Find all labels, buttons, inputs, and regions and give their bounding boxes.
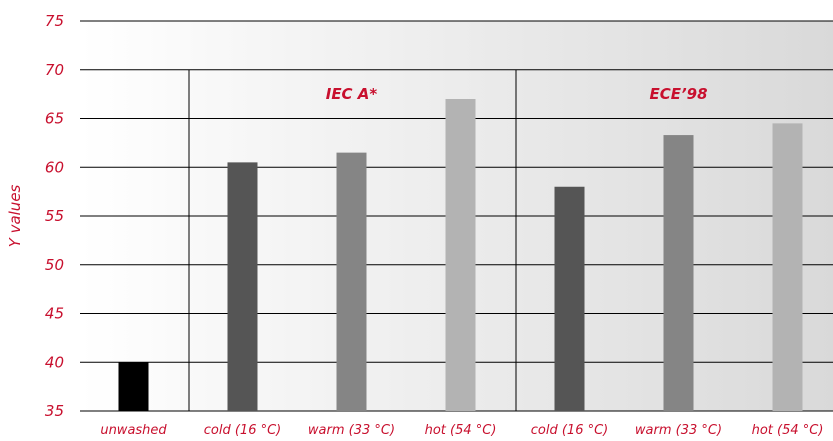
y-axis-title: Y values [6, 184, 24, 247]
y-tick-label: 35 [45, 402, 64, 420]
bar [118, 362, 149, 411]
y-tick-label: 65 [45, 110, 64, 128]
y-tick-label: 70 [45, 61, 64, 79]
category-label: hot (54 °C) [425, 423, 497, 438]
category-label: warm (33 °C) [635, 423, 722, 438]
group-label: IEC A* [326, 85, 378, 103]
bar [554, 186, 585, 411]
bar [336, 152, 367, 411]
group-separators [188, 69, 517, 411]
bar [445, 99, 476, 411]
group-labels: IEC A* ECE’98 [326, 85, 708, 103]
bar [227, 162, 258, 411]
y-tick-label: 50 [45, 256, 64, 274]
y-tick-labels: 35 40 45 50 55 60 65 70 75 [45, 12, 64, 420]
y-tick-label: 40 [45, 353, 64, 371]
category-label: hot (54 °C) [752, 423, 824, 438]
y-tick-label: 55 [45, 207, 64, 225]
bars [118, 99, 803, 411]
category-label: unwashed [100, 423, 167, 438]
category-labels: unwashed cold (16 °C) warm (33 °C) hot (54 … [100, 423, 823, 438]
group-label: ECE’98 [649, 85, 707, 103]
y-tick-label: 75 [45, 12, 64, 30]
category-label: cold (16 °C) [204, 423, 282, 438]
bar [772, 123, 803, 411]
y-tick-label: 60 [45, 158, 64, 176]
bar [663, 135, 694, 411]
y-tick-label: 45 [45, 305, 64, 323]
category-label: warm (33 °C) [308, 423, 395, 438]
category-label: cold (16 °C) [531, 423, 609, 438]
